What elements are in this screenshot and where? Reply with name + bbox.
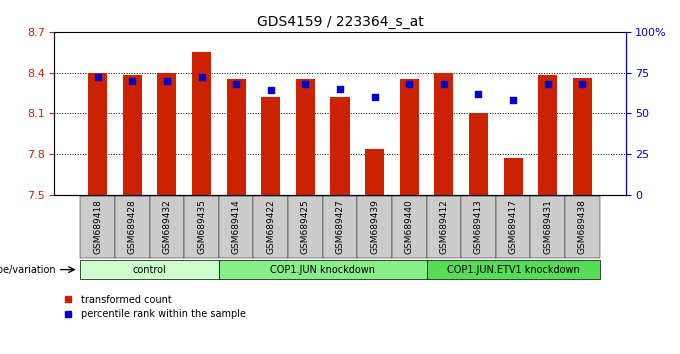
Point [404, 81, 415, 87]
Bar [504, 158, 523, 195]
Point [265, 88, 276, 93]
FancyBboxPatch shape [357, 196, 392, 258]
FancyBboxPatch shape [219, 260, 426, 279]
Point [300, 81, 311, 87]
Legend: transformed count, percentile rank within the sample: transformed count, percentile rank withi… [59, 291, 250, 323]
Point [127, 78, 138, 84]
Bar [226, 79, 245, 195]
Point [92, 75, 103, 80]
Point [439, 81, 449, 87]
Bar [469, 113, 488, 195]
Point [508, 97, 519, 103]
FancyBboxPatch shape [392, 196, 426, 258]
Bar [88, 73, 107, 195]
Title: GDS4159 / 223364_s_at: GDS4159 / 223364_s_at [256, 16, 424, 29]
Bar [435, 73, 454, 195]
Point [161, 78, 172, 84]
Bar [296, 79, 315, 195]
FancyBboxPatch shape [115, 196, 150, 258]
FancyBboxPatch shape [80, 196, 115, 258]
Bar [330, 97, 350, 195]
FancyBboxPatch shape [323, 196, 357, 258]
Point [577, 81, 588, 87]
Bar [573, 78, 592, 195]
FancyBboxPatch shape [496, 196, 530, 258]
FancyBboxPatch shape [461, 196, 496, 258]
FancyBboxPatch shape [565, 196, 600, 258]
Point [335, 86, 345, 92]
FancyBboxPatch shape [219, 196, 254, 258]
Point [473, 91, 484, 97]
Bar [365, 149, 384, 195]
FancyBboxPatch shape [426, 260, 600, 279]
Text: COP1.JUN.ETV1 knockdown: COP1.JUN.ETV1 knockdown [447, 264, 579, 275]
FancyBboxPatch shape [254, 196, 288, 258]
FancyBboxPatch shape [288, 196, 323, 258]
Point [231, 81, 241, 87]
Bar [192, 52, 211, 195]
FancyBboxPatch shape [530, 196, 565, 258]
Text: genotype/variation: genotype/variation [0, 264, 56, 275]
FancyBboxPatch shape [184, 196, 219, 258]
Text: control: control [133, 264, 167, 275]
Bar [157, 73, 176, 195]
Point [542, 81, 553, 87]
FancyBboxPatch shape [426, 196, 461, 258]
Bar [538, 75, 557, 195]
Bar [261, 97, 280, 195]
FancyBboxPatch shape [80, 260, 219, 279]
FancyBboxPatch shape [150, 196, 184, 258]
Bar [123, 75, 142, 195]
Bar [400, 79, 419, 195]
Point [369, 94, 380, 100]
Point [196, 75, 207, 80]
Text: COP1.JUN knockdown: COP1.JUN knockdown [270, 264, 375, 275]
